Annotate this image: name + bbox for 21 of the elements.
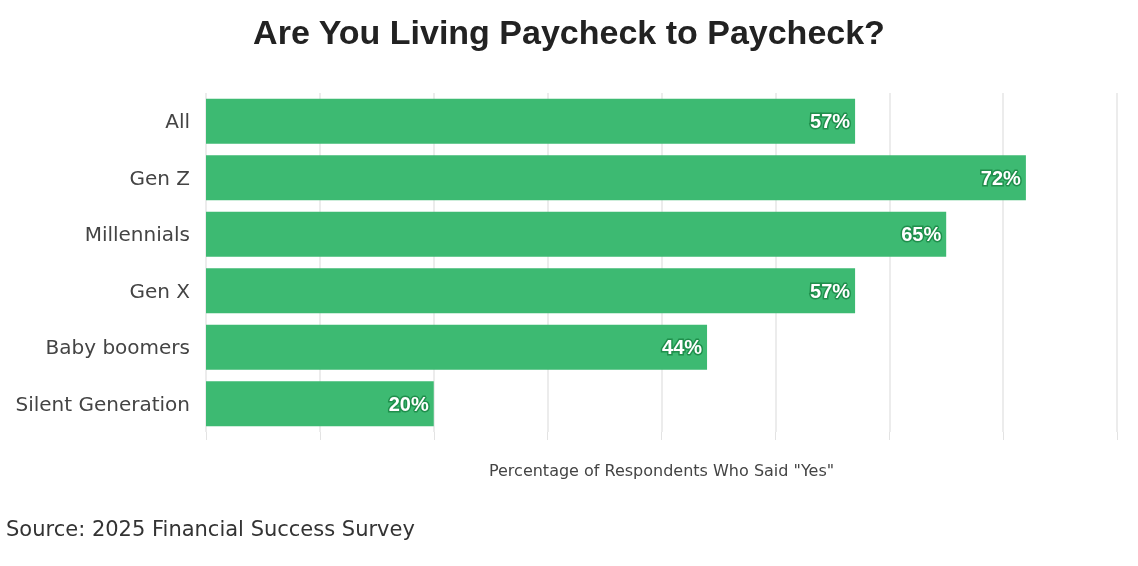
y-tick-label: Baby boomers — [45, 335, 190, 360]
bar — [206, 211, 947, 257]
data-label: 57% — [810, 110, 851, 133]
data-label: 20% — [388, 392, 429, 415]
y-tick-label: Millennials — [84, 222, 190, 247]
data-label: 44% — [662, 336, 703, 359]
data-label: 72% — [980, 166, 1022, 189]
data-label: 57% — [810, 279, 851, 302]
bar — [206, 381, 434, 427]
source-note: Source: 2025 Financial Success Survey — [6, 516, 415, 541]
bar — [206, 324, 708, 370]
bar — [206, 155, 1026, 201]
y-tick-label: Silent Generation — [15, 391, 190, 416]
bar — [206, 268, 856, 314]
y-tick-label: Gen X — [129, 278, 191, 303]
bar — [206, 98, 856, 144]
x-axis-title: Percentage of Respondents Who Said "Yes" — [488, 460, 835, 480]
data-label: 65% — [901, 223, 942, 246]
y-tick-label: Gen Z — [129, 165, 190, 190]
chart-title: Are You Living Paycheck to Paycheck? — [253, 13, 885, 51]
y-tick-label: All — [165, 109, 190, 134]
